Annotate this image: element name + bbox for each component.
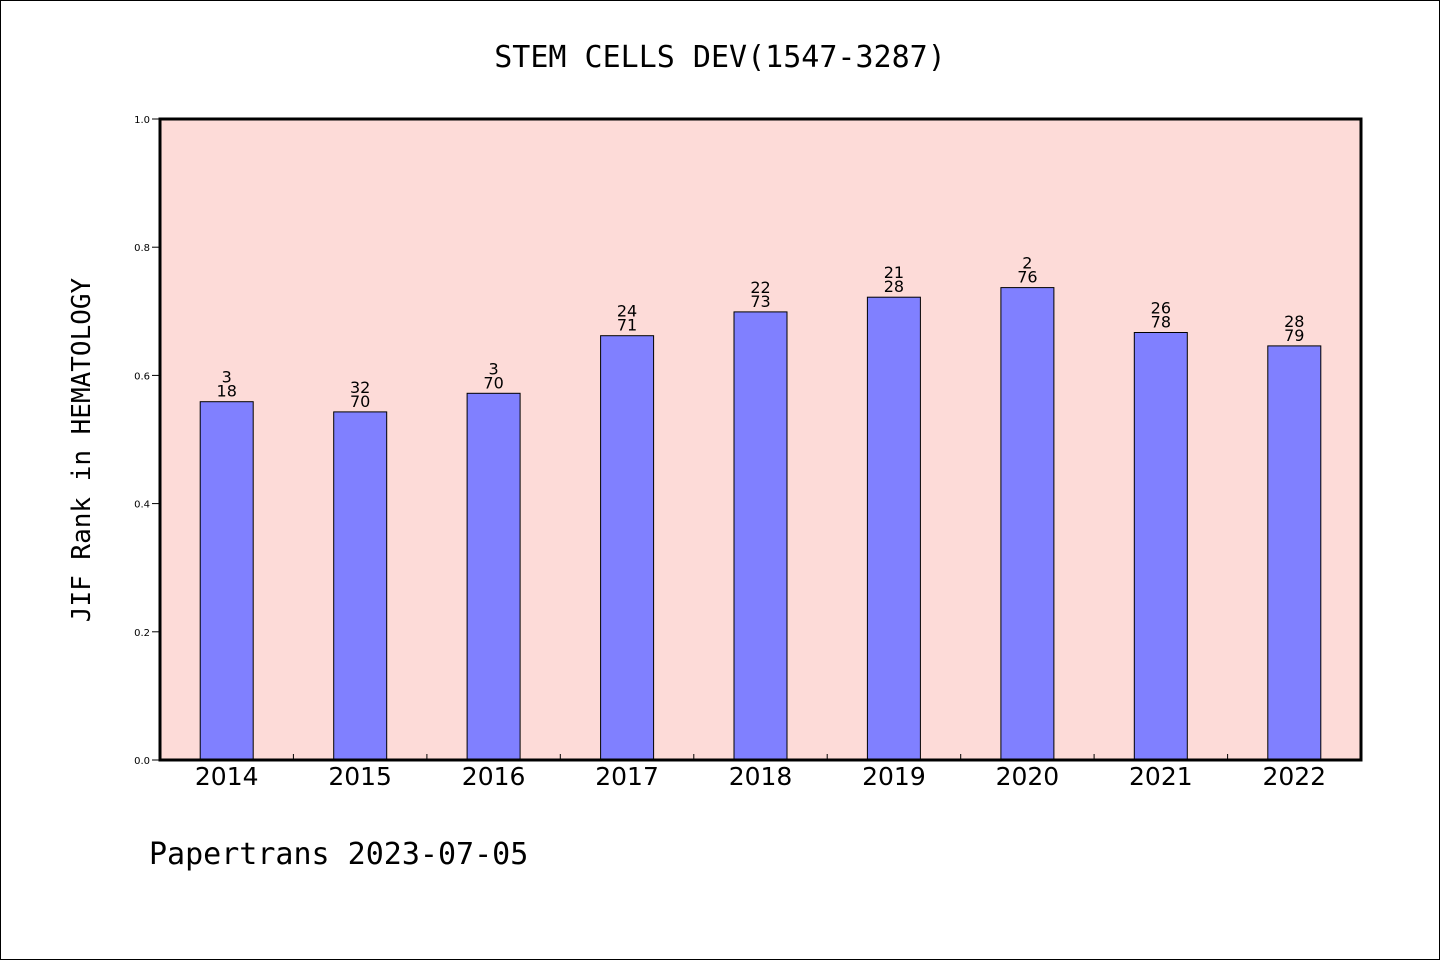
bar-label-bottom-2017: 71 [617,316,637,335]
x-tick-label-2016: 2016 [462,762,526,791]
y-tick-label: 0.4 [134,500,150,511]
bar-label-bottom-2019: 28 [884,277,904,296]
bar-label-top-2020: 2 [1022,254,1032,273]
bar-label-bottom-2021: 78 [1151,313,1171,332]
ticks-layer: 2014 2015 2016 2017 2018 2019 2020 2021 2022 0.0 0… [134,115,1326,791]
y-tick-label: 1.0 [134,115,150,126]
y-tick-label: 0.0 [134,756,150,767]
bar-label-bottom-2018: 73 [750,292,770,311]
x-tick-label-2017: 2017 [595,762,659,791]
x-tick-label-2014: 2014 [195,762,259,791]
bar-2022 [1267,345,1322,761]
y-tick-label: 0.8 [134,243,150,254]
bar-2017 [600,335,655,761]
x-tick-label-2022: 2022 [1262,762,1326,791]
y-axis-label: JIF Rank in HEMATOLOGY [67,277,97,622]
bar-label-top-2014: 3 [222,368,232,387]
bar-label-top-2017: 24 [617,302,637,321]
bar-label-top-2021: 26 [1151,299,1171,318]
bar-label-top-2016: 3 [489,359,499,378]
x-tick-label-2019: 2019 [862,762,926,791]
bar-2021 [1133,332,1188,761]
bar-label-bottom-2014: 18 [217,382,237,401]
bar-label-top-2018: 22 [750,278,770,297]
chart-title: STEM CELLS DEV(1547-3287) [494,40,946,75]
x-tick-label-2020: 2020 [996,762,1060,791]
bar-label-top-2015: 32 [350,378,370,397]
bar-2016 [466,392,521,761]
x-tick-label-2018: 2018 [729,762,793,791]
bar-label-bottom-2022: 79 [1284,326,1304,345]
plot-border [158,117,1363,762]
bar-label-bottom-2015: 70 [350,392,370,411]
bar-2019 [866,296,921,761]
bar-2015 [333,411,388,761]
bar-label-top-2022: 28 [1284,312,1304,331]
bar-label-top-2019: 21 [884,263,904,282]
bar-label-bottom-2020: 76 [1017,268,1037,287]
bar-label-bottom-2016: 70 [483,373,503,392]
bar-2020 [1000,287,1055,761]
y-tick-label: 0.2 [134,628,150,639]
y-tick-label: 0.6 [134,371,150,382]
bar-2018 [733,311,788,761]
bar-2014 [199,401,254,761]
x-tick-label-2015: 2015 [328,762,392,791]
footer-text: Papertrans 2023-07-05 [149,837,528,872]
bars-layer [199,287,1322,761]
x-tick-label-2021: 2021 [1129,762,1193,791]
